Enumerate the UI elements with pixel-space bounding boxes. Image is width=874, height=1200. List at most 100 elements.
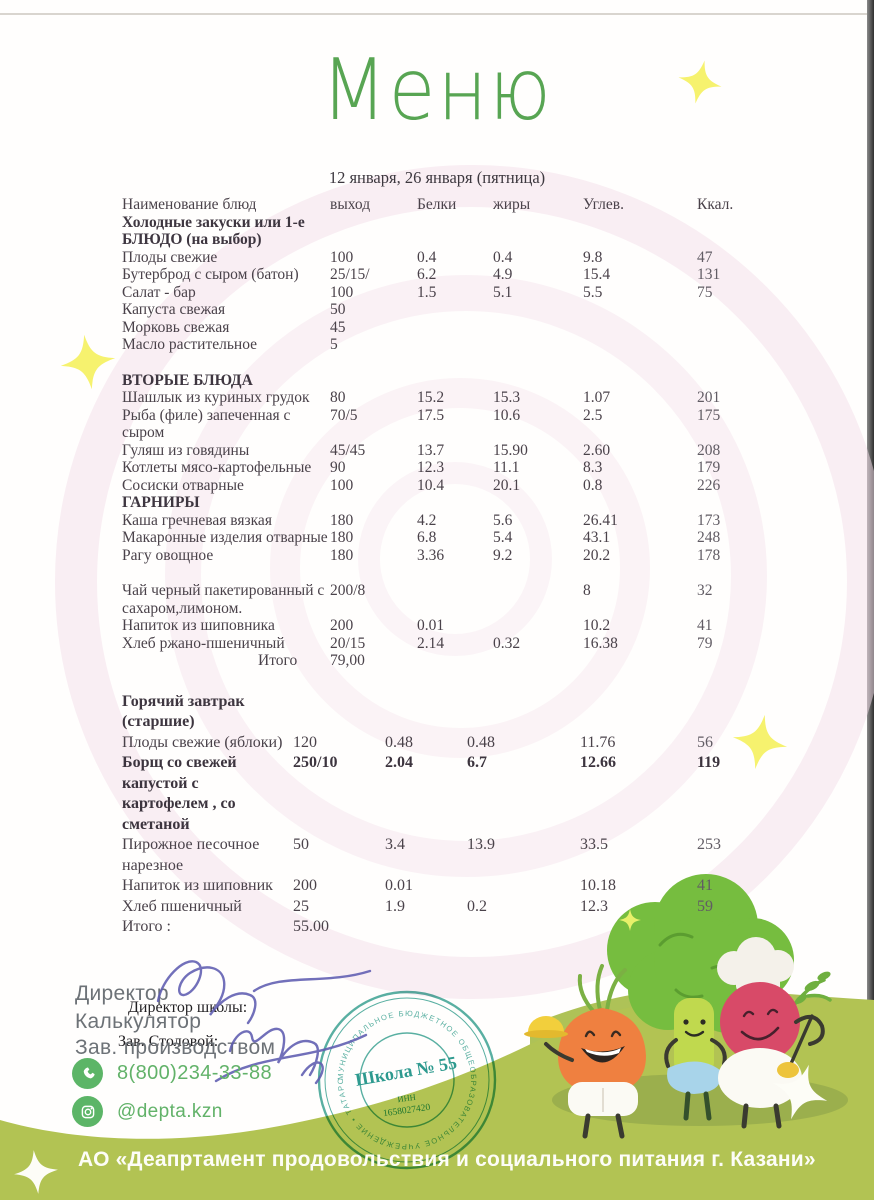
table-cell: 45 bbox=[330, 318, 346, 336]
dish-name: Рагу овощное bbox=[122, 546, 214, 564]
instagram-icon bbox=[72, 1096, 103, 1127]
calculator-label: Калькулятор bbox=[75, 1010, 202, 1033]
table-cell: 226 bbox=[697, 476, 721, 494]
table-cell: 0.4 bbox=[417, 248, 437, 266]
table-row: Холодные закуски или 1-е БЛЮДО (на выбор… bbox=[122, 214, 782, 249]
table-cell: 75 bbox=[697, 283, 713, 301]
table-row: Хлеб ржано-пшеничный 20/15 2.14 0.32 16.38 79 bbox=[122, 635, 782, 653]
table-cell: 5.5 bbox=[583, 283, 603, 301]
spacer bbox=[122, 564, 782, 582]
table-cell: 180 bbox=[330, 529, 354, 546]
instagram-contact[interactable]: @depta.kzn bbox=[72, 1096, 223, 1127]
table-row: Гуляш из говядины 45/45 13.7 15.90 2.60 208 bbox=[122, 442, 782, 460]
zav-production-label: Зав. производством bbox=[75, 1036, 276, 1059]
table-row: Напиток из шиповника 200 0.01 10.2 41 bbox=[122, 617, 782, 635]
table-row: Шашлык из куриных грудок 80 15.2 15.3 1.07 20… bbox=[122, 389, 782, 407]
dish-name: Гуляш из говядины bbox=[122, 441, 250, 459]
table-cell: 25 bbox=[293, 897, 309, 915]
table-row: Наименование блюд выход Белки жиры Углев. Кка… bbox=[122, 196, 782, 214]
table-cell: 0.2 bbox=[467, 897, 487, 915]
table-row: ВТОРЫЕ БЛЮДА bbox=[122, 372, 782, 390]
phone-number[interactable]: 8(800)234-33-88 bbox=[117, 1062, 272, 1084]
dish-name: Котлеты мясо-картофельные bbox=[122, 459, 312, 476]
table-cell: 2.5 bbox=[583, 406, 603, 424]
table-cell: 0.48 bbox=[467, 733, 495, 751]
table-cell: 70/5 bbox=[330, 406, 358, 424]
table-cell: 6.2 bbox=[417, 266, 437, 283]
menu-table: Наименование блюд выход Белки жиры Углев. Кка… bbox=[122, 196, 782, 938]
table-cell: 11.76 bbox=[580, 733, 616, 751]
table-cell: 11.1 bbox=[493, 459, 520, 476]
total-label: Итого : bbox=[122, 918, 171, 935]
table-cell: 120 bbox=[293, 733, 317, 751]
dish-name: Сосиски отварные bbox=[122, 476, 244, 494]
sparkle-icon bbox=[60, 334, 116, 390]
signature-director bbox=[156, 960, 372, 1025]
table-cell: 180 bbox=[330, 511, 354, 529]
table-row: Горячий завтрак (старшие) bbox=[122, 692, 782, 733]
table-cell: 90 bbox=[330, 459, 346, 476]
instagram-handle[interactable]: @depta.kzn bbox=[117, 1100, 223, 1122]
table-cell: 10.18 bbox=[580, 877, 616, 894]
sparkle-icon bbox=[772, 1064, 828, 1120]
table-cell: 15.3 bbox=[493, 389, 521, 406]
table-cell: 17.5 bbox=[417, 406, 445, 424]
table-cell: 1.5 bbox=[417, 283, 437, 301]
table-row: Напиток из шиповник 200 0.01 10.18 41 bbox=[122, 876, 782, 897]
school-stamp: МУНИЦИПАЛЬНОЕ БЮДЖЕТНОЕ ОБЩЕОБРАЗОВАТЕЛЬ… bbox=[312, 985, 497, 1170]
table-cell: 131 bbox=[697, 266, 721, 283]
table-cell: 47 bbox=[697, 248, 713, 266]
dish-name: Морковь свежая bbox=[122, 318, 230, 336]
table-cell: 6.8 bbox=[417, 529, 437, 546]
phone-icon bbox=[72, 1058, 103, 1089]
total-label: Итого bbox=[258, 652, 298, 669]
table-cell: 45/45 bbox=[330, 441, 366, 459]
table-cell: 10.2 bbox=[583, 617, 611, 634]
dish-name: Плоды свежие bbox=[122, 248, 218, 266]
table-cell: 100 bbox=[330, 476, 354, 494]
dish-name: Борщ со свежей капустой с картофелем , с… bbox=[122, 754, 237, 833]
table-cell: 1.07 bbox=[583, 389, 611, 406]
table-cell: 200 bbox=[293, 877, 317, 894]
section-header: ГАРНИРЫ bbox=[122, 494, 200, 511]
footer-org-line: АО «Деапртамент продовольствия и социаль… bbox=[78, 1148, 816, 1171]
table-cell: 15.4 bbox=[583, 266, 611, 283]
dish-name: Капуста свежая bbox=[122, 301, 226, 318]
table-row: Морковь свежая 45 bbox=[122, 319, 782, 337]
section-header: Холодные закуски или 1-е БЛЮДО (на выбор… bbox=[122, 213, 305, 249]
table-row: Макаронные изделия отварные 180 6.8 5.4 43.1… bbox=[122, 529, 782, 547]
table-cell: 20/15 bbox=[330, 634, 366, 652]
table-cell: выход bbox=[330, 196, 371, 213]
table-row: Плоды свежие 100 0.4 0.4 9.8 47 bbox=[122, 249, 782, 267]
table-cell: 100 bbox=[330, 248, 354, 266]
table-cell: 8 bbox=[583, 582, 591, 599]
table-row: Бутерброд с сыром (батон) 25/15/6.2 4.9 15.… bbox=[122, 266, 782, 284]
table-cell: 200/8 bbox=[330, 582, 366, 599]
table-cell: 179 bbox=[697, 459, 721, 476]
dish-name: Напиток из шиповника bbox=[122, 617, 275, 634]
table-cell: 5.6 bbox=[493, 511, 513, 529]
table-cell: 2.60 bbox=[583, 441, 611, 459]
table-cell: 5.1 bbox=[493, 283, 513, 301]
table-row: Салат - бар 100 1.5 5.1 5.5 75 bbox=[122, 284, 782, 302]
phone-contact[interactable]: 8(800)234-33-88 bbox=[72, 1058, 272, 1089]
table-cell: 248 bbox=[697, 529, 721, 546]
table-cell: 6.7 bbox=[467, 754, 487, 771]
table-row: Плоды свежие (яблоки) 120 0.48 0.48 11.76 56 bbox=[122, 733, 782, 754]
sparkle-icon bbox=[14, 1150, 58, 1194]
table-cell: 15.2 bbox=[417, 389, 445, 406]
table-row: Хлеб пшеничный 25 1.9 0.2 12.3 59 bbox=[122, 897, 782, 918]
stamp-inn-label: ИНН bbox=[397, 1092, 417, 1104]
table-cell: 41 bbox=[697, 877, 713, 894]
table-cell: 0.32 bbox=[493, 634, 521, 652]
dish-name: Салат - бар bbox=[122, 283, 196, 301]
table-cell: жиры bbox=[493, 196, 531, 213]
dish-name: Масло растительное bbox=[122, 336, 258, 353]
table-row: Пирожное песочное нарезное 50 3.4 13.9 33.5 2… bbox=[122, 835, 782, 876]
zav-stolovoy-label: Зав. Столовой: bbox=[118, 1033, 219, 1050]
table-row: Чай черный пакетированный с сахаром,лимо… bbox=[122, 582, 782, 617]
table-cell: 253 bbox=[697, 836, 721, 853]
table-cell: 3.4 bbox=[385, 836, 405, 853]
table-cell: 5.4 bbox=[493, 529, 513, 546]
